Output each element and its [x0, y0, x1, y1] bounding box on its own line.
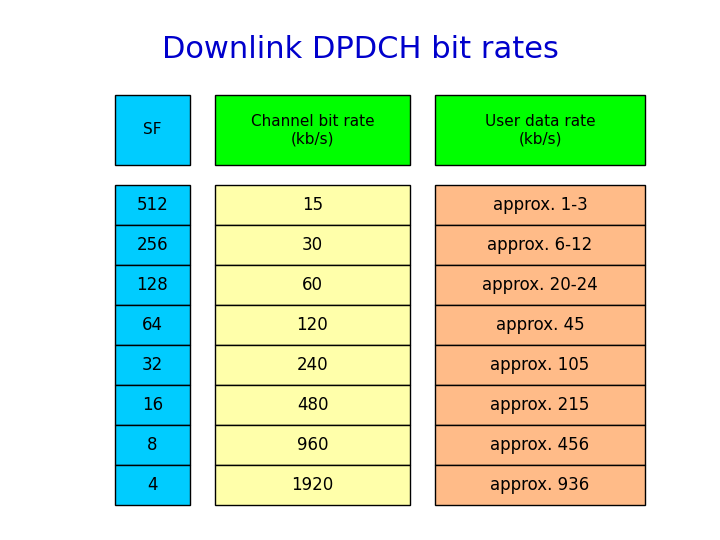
Text: approx. 45: approx. 45 — [495, 316, 585, 334]
Bar — [215, 185, 410, 225]
Text: approx. 456: approx. 456 — [490, 436, 590, 454]
Text: 240: 240 — [297, 356, 328, 374]
Bar — [115, 305, 190, 345]
Bar — [215, 95, 410, 165]
Text: 120: 120 — [297, 316, 328, 334]
Text: approx. 936: approx. 936 — [490, 476, 590, 494]
Text: 30: 30 — [302, 236, 323, 254]
Bar — [435, 185, 645, 225]
Bar — [215, 265, 410, 305]
Text: approx. 215: approx. 215 — [490, 396, 590, 414]
Text: 256: 256 — [137, 236, 168, 254]
Bar — [115, 185, 190, 225]
Bar — [435, 465, 645, 505]
Bar — [435, 225, 645, 265]
Text: 8: 8 — [148, 436, 158, 454]
Text: User data rate
(kb/s): User data rate (kb/s) — [485, 114, 595, 146]
Bar — [115, 465, 190, 505]
Bar — [435, 265, 645, 305]
Bar — [435, 305, 645, 345]
Text: 1920: 1920 — [292, 476, 333, 494]
Text: approx. 1-3: approx. 1-3 — [492, 196, 588, 214]
Bar — [435, 95, 645, 165]
Text: Channel bit rate
(kb/s): Channel bit rate (kb/s) — [251, 114, 374, 146]
Text: 16: 16 — [142, 396, 163, 414]
Text: SF: SF — [143, 123, 162, 138]
Bar — [215, 425, 410, 465]
Text: 60: 60 — [302, 276, 323, 294]
Text: approx. 6-12: approx. 6-12 — [487, 236, 593, 254]
Bar — [115, 385, 190, 425]
Text: approx. 20-24: approx. 20-24 — [482, 276, 598, 294]
Bar — [215, 225, 410, 265]
Bar — [115, 225, 190, 265]
Text: 4: 4 — [148, 476, 158, 494]
Text: 960: 960 — [297, 436, 328, 454]
Bar — [215, 465, 410, 505]
Bar — [435, 345, 645, 385]
Text: approx. 105: approx. 105 — [490, 356, 590, 374]
Bar — [115, 95, 190, 165]
Bar — [435, 425, 645, 465]
Bar — [215, 345, 410, 385]
Text: 512: 512 — [137, 196, 168, 214]
Text: 128: 128 — [137, 276, 168, 294]
Bar — [115, 345, 190, 385]
Bar — [215, 305, 410, 345]
Text: 64: 64 — [142, 316, 163, 334]
Bar — [215, 385, 410, 425]
Text: 15: 15 — [302, 196, 323, 214]
Bar — [435, 385, 645, 425]
Bar — [115, 265, 190, 305]
Text: 32: 32 — [142, 356, 163, 374]
Text: Downlink DPDCH bit rates: Downlink DPDCH bit rates — [161, 36, 559, 64]
Bar — [115, 425, 190, 465]
Text: 480: 480 — [297, 396, 328, 414]
